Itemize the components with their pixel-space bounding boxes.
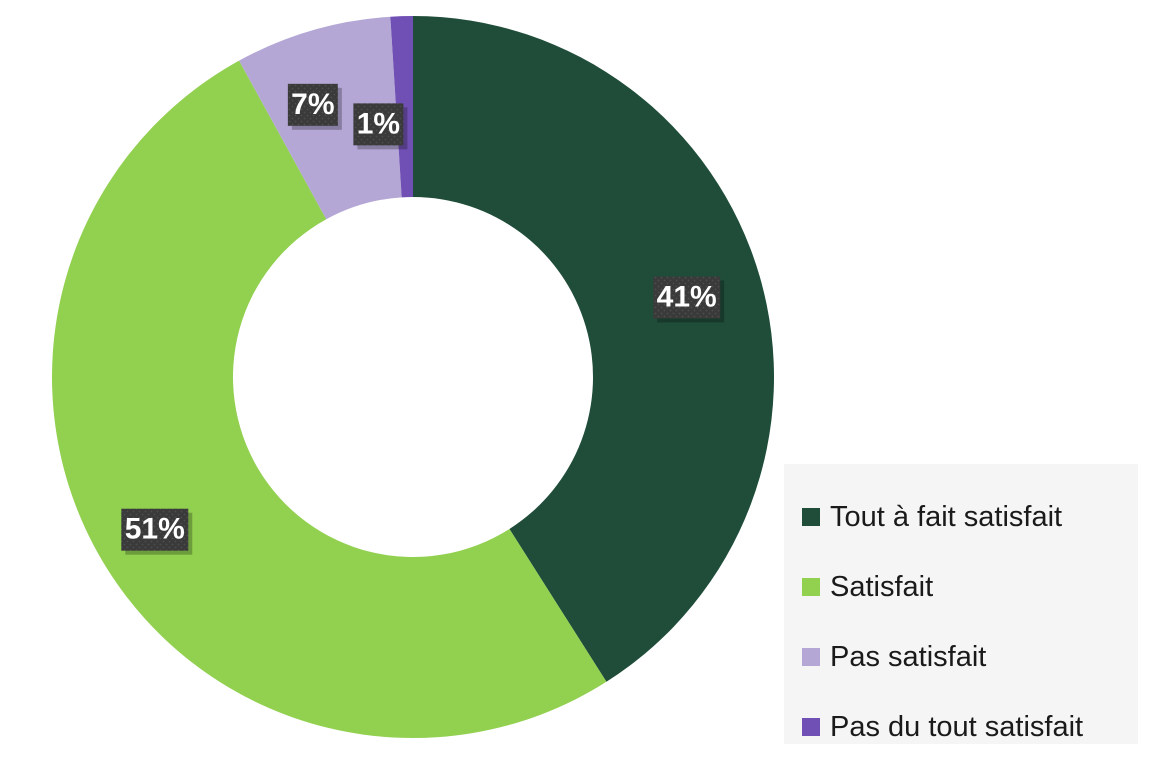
legend: Tout à fait satisfait Satisfait Pas sati… bbox=[784, 464, 1138, 744]
data-label-box bbox=[653, 276, 721, 319]
legend-label: Satisfait bbox=[830, 570, 934, 603]
data-label-pas-satisfait: 7% bbox=[287, 83, 342, 130]
legend-item-pas-du-tout-satisfait: Pas du tout satisfait bbox=[802, 692, 1138, 762]
legend-swatch bbox=[802, 718, 820, 736]
data-label-pas-du-tout-satisfait: 1% bbox=[353, 103, 408, 150]
data-label-box bbox=[287, 83, 338, 126]
legend-label: Tout à fait satisfait bbox=[830, 500, 1063, 533]
legend-swatch bbox=[802, 508, 820, 526]
donut-slices bbox=[52, 16, 774, 738]
legend-label: Pas du tout satisfait bbox=[830, 710, 1084, 743]
legend-item-satisfait: Satisfait bbox=[802, 552, 1138, 622]
legend-item-tout-a-fait-satisfait: Tout à fait satisfait bbox=[802, 482, 1138, 552]
data-label-box bbox=[353, 103, 404, 146]
slice-tout-a-fait-satisfait bbox=[413, 16, 774, 682]
slice-satisfait bbox=[52, 60, 607, 738]
data-label-text: 51% bbox=[125, 513, 185, 546]
data-label-text: 7% bbox=[291, 88, 334, 121]
data-label-tout-a-fait-satisfait: 41% bbox=[653, 276, 725, 323]
data-labels: 41% 51% 7% 1% bbox=[121, 83, 725, 555]
data-label-satisfait: 51% bbox=[121, 508, 193, 555]
legend-swatch bbox=[802, 648, 820, 666]
legend-item-pas-satisfait: Pas satisfait bbox=[802, 622, 1138, 692]
data-label-text: 1% bbox=[357, 107, 400, 140]
legend-label: Pas satisfait bbox=[830, 640, 987, 673]
legend-swatch bbox=[802, 578, 820, 596]
data-label-box bbox=[121, 508, 189, 551]
data-label-text: 41% bbox=[657, 280, 717, 313]
